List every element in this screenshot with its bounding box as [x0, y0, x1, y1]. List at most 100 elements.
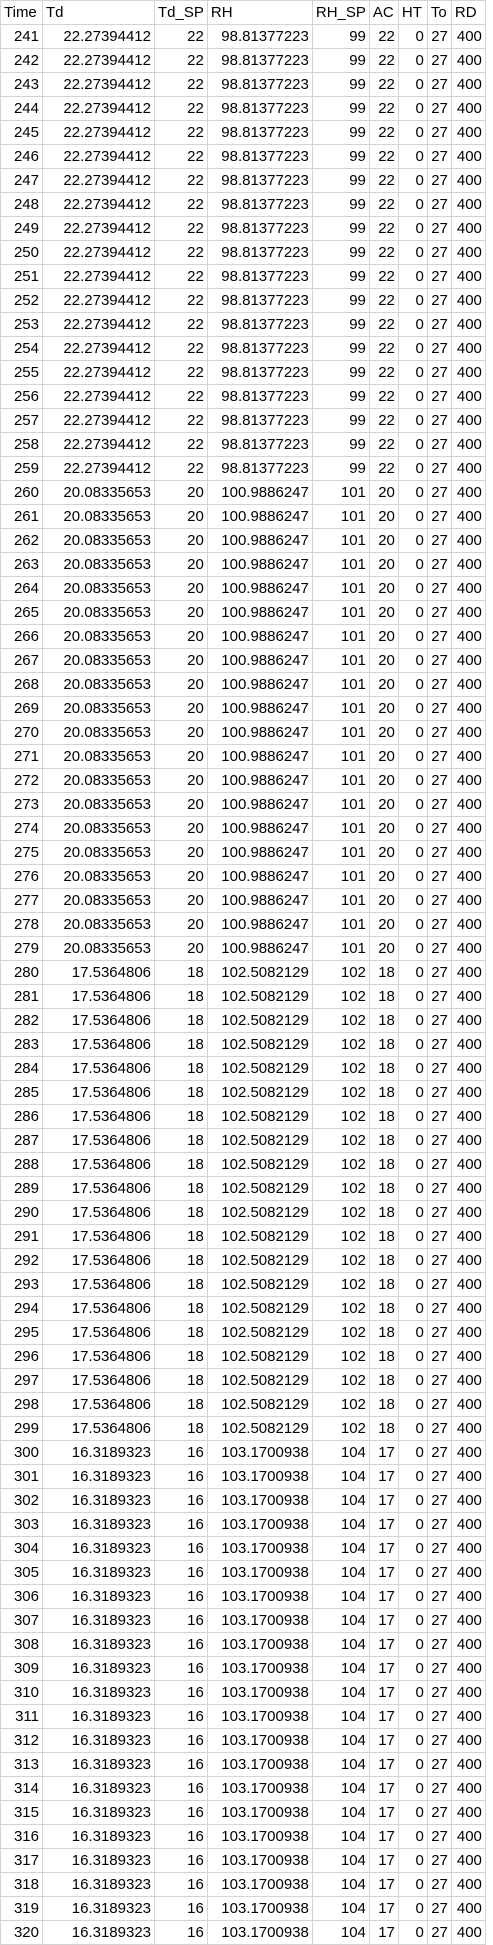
cell-rh[interactable]: 103.1700938	[206, 1824, 313, 1849]
cell-rh[interactable]: 102.5082129	[206, 1056, 313, 1081]
cell-ht[interactable]: 0	[397, 1128, 428, 1153]
cell-ac[interactable]: 17	[368, 1608, 399, 1633]
cell-rd[interactable]: 400	[450, 1848, 486, 1873]
cell-td[interactable]: 16.3189323	[42, 1896, 155, 1921]
cell-ht[interactable]: 0	[397, 1320, 428, 1345]
cell-ac[interactable]: 22	[368, 288, 399, 313]
cell-td[interactable]: 22.27394412	[42, 192, 155, 217]
cell-time[interactable]: 309	[0, 1656, 43, 1681]
cell-td-sp[interactable]: 22	[154, 96, 208, 121]
cell-to[interactable]: 27	[426, 1920, 452, 1945]
cell-time[interactable]: 315	[0, 1800, 43, 1825]
cell-time[interactable]: 297	[0, 1368, 43, 1393]
cell-ac[interactable]: 22	[368, 336, 399, 361]
cell-rh[interactable]: 102.5082129	[206, 1248, 313, 1273]
cell-td-sp[interactable]: 18	[154, 1056, 208, 1081]
cell-td[interactable]: 17.5364806	[42, 960, 155, 985]
cell-td[interactable]: 16.3189323	[42, 1824, 155, 1849]
cell-rh-sp[interactable]: 104	[311, 1752, 370, 1777]
cell-rh-sp[interactable]: 102	[311, 1320, 370, 1345]
cell-ht[interactable]: 0	[397, 1248, 428, 1273]
cell-to[interactable]: 27	[426, 1440, 452, 1465]
cell-time[interactable]: 268	[0, 672, 43, 697]
cell-time[interactable]: 244	[0, 96, 43, 121]
cell-ac[interactable]: 18	[368, 1272, 399, 1297]
cell-rh[interactable]: 102.5082129	[206, 1368, 313, 1393]
cell-ht[interactable]: 0	[397, 1488, 428, 1513]
cell-ht[interactable]: 0	[397, 720, 428, 745]
cell-to[interactable]: 27	[426, 816, 452, 841]
cell-td[interactable]: 20.08335653	[42, 480, 155, 505]
cell-ht[interactable]: 0	[397, 648, 428, 673]
cell-td[interactable]: 22.27394412	[42, 24, 155, 49]
cell-time[interactable]: 316	[0, 1824, 43, 1849]
cell-rd[interactable]: 400	[450, 264, 486, 289]
cell-rh[interactable]: 102.5082129	[206, 984, 313, 1009]
cell-td[interactable]: 22.27394412	[42, 168, 155, 193]
cell-ht[interactable]: 0	[397, 528, 428, 553]
cell-to[interactable]: 27	[426, 1464, 452, 1489]
cell-td[interactable]: 16.3189323	[42, 1584, 155, 1609]
cell-to[interactable]: 27	[426, 528, 452, 553]
cell-time[interactable]: 266	[0, 624, 43, 649]
cell-ht[interactable]: 0	[397, 216, 428, 241]
cell-td[interactable]: 20.08335653	[42, 672, 155, 697]
cell-rd[interactable]: 400	[450, 576, 486, 601]
cell-ht[interactable]: 0	[397, 1344, 428, 1369]
cell-ht[interactable]: 0	[397, 960, 428, 985]
cell-td-sp[interactable]: 20	[154, 504, 208, 529]
cell-rh-sp[interactable]: 104	[311, 1896, 370, 1921]
cell-rh-sp[interactable]: 101	[311, 744, 370, 769]
cell-ht[interactable]: 0	[397, 1632, 428, 1657]
cell-time[interactable]: 272	[0, 768, 43, 793]
cell-rh-sp[interactable]: 102	[311, 1056, 370, 1081]
cell-time[interactable]: 281	[0, 984, 43, 1009]
cell-td[interactable]: 16.3189323	[42, 1872, 155, 1897]
cell-to[interactable]: 27	[426, 1632, 452, 1657]
cell-td-sp[interactable]: 18	[154, 1368, 208, 1393]
cell-rh-sp[interactable]: 101	[311, 912, 370, 937]
cell-td[interactable]: 20.08335653	[42, 864, 155, 889]
cell-ac[interactable]: 22	[368, 192, 399, 217]
cell-ac[interactable]: 20	[368, 912, 399, 937]
cell-rd[interactable]: 400	[450, 1896, 486, 1921]
cell-rd[interactable]: 400	[450, 1728, 486, 1753]
cell-rh-sp[interactable]: 99	[311, 432, 370, 457]
cell-rd[interactable]: 400	[450, 1752, 486, 1777]
cell-td-sp[interactable]: 22	[154, 336, 208, 361]
cell-ac[interactable]: 17	[368, 1584, 399, 1609]
cell-ht[interactable]: 0	[397, 24, 428, 49]
cell-rh-sp[interactable]: 99	[311, 288, 370, 313]
cell-ac[interactable]: 17	[368, 1896, 399, 1921]
cell-td-sp[interactable]: 20	[154, 576, 208, 601]
header-cell-to[interactable]: To	[426, 0, 452, 25]
cell-rh-sp[interactable]: 101	[311, 648, 370, 673]
cell-rh-sp[interactable]: 104	[311, 1872, 370, 1897]
cell-rh-sp[interactable]: 104	[311, 1488, 370, 1513]
cell-to[interactable]: 27	[426, 1176, 452, 1201]
cell-td-sp[interactable]: 18	[154, 1032, 208, 1057]
cell-rh-sp[interactable]: 99	[311, 96, 370, 121]
cell-to[interactable]: 27	[426, 96, 452, 121]
cell-rh[interactable]: 103.1700938	[206, 1704, 313, 1729]
cell-to[interactable]: 27	[426, 768, 452, 793]
cell-rh[interactable]: 100.9886247	[206, 840, 313, 865]
cell-rh-sp[interactable]: 101	[311, 816, 370, 841]
cell-td[interactable]: 16.3189323	[42, 1848, 155, 1873]
cell-ht[interactable]: 0	[397, 480, 428, 505]
cell-ac[interactable]: 17	[368, 1656, 399, 1681]
cell-ht[interactable]: 0	[397, 1512, 428, 1537]
cell-ac[interactable]: 20	[368, 648, 399, 673]
cell-rh-sp[interactable]: 104	[311, 1704, 370, 1729]
cell-time[interactable]: 259	[0, 456, 43, 481]
cell-td-sp[interactable]: 22	[154, 408, 208, 433]
cell-rh-sp[interactable]: 102	[311, 1368, 370, 1393]
cell-rd[interactable]: 400	[450, 1776, 486, 1801]
cell-td-sp[interactable]: 20	[154, 720, 208, 745]
cell-td[interactable]: 16.3189323	[42, 1608, 155, 1633]
cell-to[interactable]: 27	[426, 600, 452, 625]
cell-ht[interactable]: 0	[397, 936, 428, 961]
cell-td-sp[interactable]: 22	[154, 264, 208, 289]
cell-to[interactable]: 27	[426, 720, 452, 745]
cell-rh[interactable]: 98.81377223	[206, 336, 313, 361]
